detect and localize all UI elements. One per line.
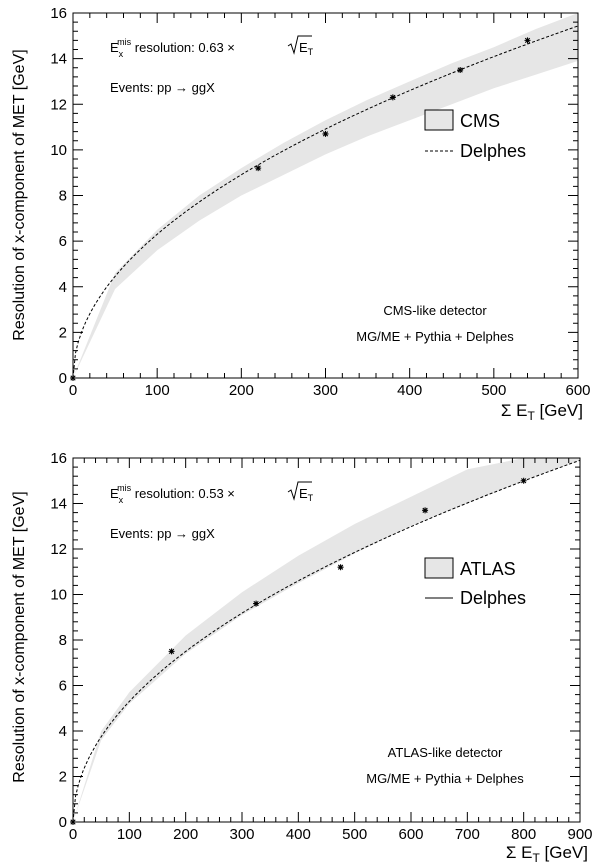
chart-panel-atlas: Resolution of x-component of MET [GeV] Σ… bbox=[11, 450, 593, 863]
svg-text:ET: ET bbox=[299, 40, 314, 57]
data-point bbox=[520, 477, 527, 484]
y-tick-label: 10 bbox=[50, 587, 67, 604]
y-tick-label: 12 bbox=[50, 96, 67, 113]
data-point bbox=[253, 600, 260, 607]
events-annotation: Events: pp → ggX bbox=[110, 526, 215, 541]
y-tick-label: 16 bbox=[50, 5, 67, 22]
y-tick-label: 12 bbox=[50, 541, 67, 558]
x-tick-label: 200 bbox=[229, 382, 254, 399]
y-tick-label: 14 bbox=[50, 51, 67, 68]
y-tick-label: 16 bbox=[50, 450, 67, 467]
legend-line-label: Delphes bbox=[460, 588, 526, 608]
x-tick-label: 0 bbox=[69, 382, 77, 399]
y-tick-label: 14 bbox=[50, 496, 67, 513]
events-annotation: Events: pp → ggX bbox=[110, 80, 215, 95]
x-tick-label: 100 bbox=[145, 382, 170, 399]
data-point bbox=[168, 648, 175, 655]
resolution-annotation: Exmis resolution: 0.63 × bbox=[110, 37, 235, 59]
detector-annotation: ATLAS-like detector bbox=[388, 745, 503, 760]
x-tick-label: 300 bbox=[229, 826, 254, 843]
x-tick-label: 600 bbox=[565, 382, 590, 399]
y-tick-label: 2 bbox=[59, 324, 67, 341]
plot-frame bbox=[72, 457, 581, 823]
legend-band-swatch bbox=[424, 109, 454, 131]
y-tick-label: 0 bbox=[59, 814, 67, 831]
y-tick-label: 4 bbox=[59, 723, 67, 740]
x-tick-label: 500 bbox=[481, 382, 506, 399]
generator-annotation: MG/ME + Pythia + Delphes bbox=[366, 771, 524, 786]
x-tick-label: 200 bbox=[173, 826, 198, 843]
y-tick-label: 6 bbox=[59, 233, 67, 250]
x-tick-label: 600 bbox=[398, 826, 423, 843]
plot-area bbox=[73, 458, 580, 822]
x-tick-label: 300 bbox=[313, 382, 338, 399]
delphes-curve bbox=[73, 25, 578, 378]
sqrt-symbol: ET bbox=[287, 35, 314, 57]
sqrt-symbol: ET bbox=[287, 481, 314, 503]
data-point bbox=[337, 564, 344, 571]
data-point bbox=[389, 94, 396, 101]
resolution-band bbox=[73, 13, 578, 378]
data-point bbox=[422, 507, 429, 514]
svg-text:ET: ET bbox=[299, 486, 314, 503]
data-point bbox=[322, 130, 329, 137]
delphes-curve bbox=[73, 459, 580, 822]
x-axis-label: Σ ET [GeV] bbox=[501, 401, 583, 423]
y-axis-label: Resolution of x-component of MET [GeV] bbox=[11, 491, 28, 782]
data-point bbox=[457, 67, 464, 74]
x-tick-label: 0 bbox=[69, 826, 77, 843]
detector-annotation: CMS-like detector bbox=[383, 303, 487, 318]
x-tick-label: 700 bbox=[455, 826, 480, 843]
data-point bbox=[255, 165, 262, 172]
y-tick-label: 8 bbox=[59, 632, 67, 649]
x-tick-label: 800 bbox=[511, 826, 536, 843]
x-tick-label: 500 bbox=[342, 826, 367, 843]
legend-line-label: Delphes bbox=[460, 141, 526, 161]
y-tick-label: 4 bbox=[59, 279, 67, 296]
legend: CMS Delphes bbox=[424, 109, 526, 161]
y-tick-label: 2 bbox=[59, 769, 67, 786]
generator-annotation: MG/ME + Pythia + Delphes bbox=[356, 329, 514, 344]
y-tick-label: 0 bbox=[59, 370, 67, 387]
resolution-annotation: Exmis resolution: 0.53 × bbox=[110, 483, 235, 505]
x-tick-label: 100 bbox=[117, 826, 142, 843]
legend-band-label: ATLAS bbox=[460, 559, 516, 579]
y-tick-label: 10 bbox=[50, 142, 67, 159]
legend: ATLAS Delphes bbox=[424, 557, 526, 608]
y-tick-label: 6 bbox=[59, 678, 67, 695]
x-tick-label: 900 bbox=[567, 826, 592, 843]
y-tick-label: 8 bbox=[59, 188, 67, 205]
x-axis-label: Σ ET [GeV] bbox=[506, 843, 588, 863]
y-axis-label: Resolution of x-component of MET [GeV] bbox=[11, 49, 28, 340]
legend-band-swatch bbox=[424, 557, 454, 579]
resolution-band bbox=[73, 458, 580, 822]
chart-panel-cms: Resolution of x-component of MET [GeV] Σ… bbox=[11, 5, 591, 423]
legend-band-label: CMS bbox=[460, 111, 500, 131]
data-point bbox=[524, 37, 531, 44]
x-tick-label: 400 bbox=[286, 826, 311, 843]
x-tick-label: 400 bbox=[397, 382, 422, 399]
plot-area bbox=[73, 13, 578, 378]
